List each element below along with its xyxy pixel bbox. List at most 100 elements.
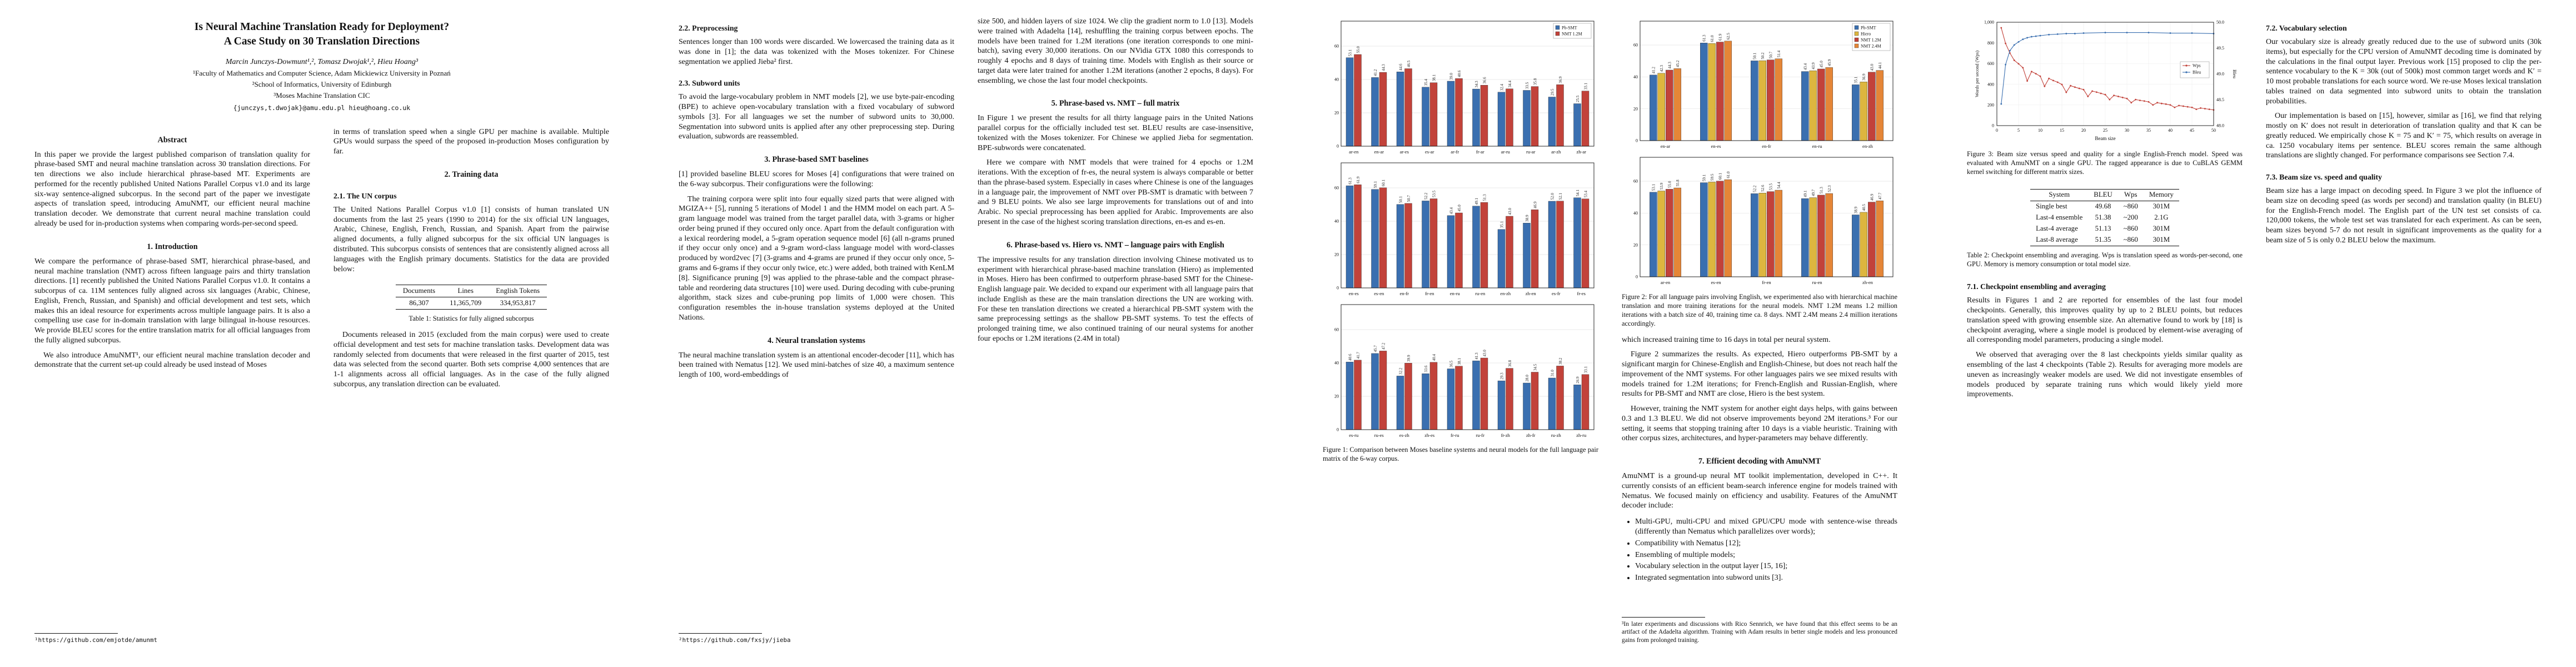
paper-title-line2: A Case Study on 30 Translation Direction… [223,36,420,48]
paragraph: The impressive results for any translati… [978,255,1253,343]
svg-text:29.3: 29.3 [1499,372,1504,380]
svg-text:45: 45 [2190,128,2194,133]
heading-preprocessing: 2.2. Preprocessing [679,24,738,32]
svg-text:41.2: 41.2 [1652,67,1656,74]
svg-text:45.0: 45.0 [1820,61,1824,68]
svg-text:zh-en: zh-en [1526,291,1537,296]
svg-text:800: 800 [1987,41,1994,46]
svg-text:38.9: 38.9 [1854,206,1858,213]
table-2-header: BLEU [2088,188,2118,201]
figure-2-caption: Figure 2: For all language pairs involvi… [1622,293,1897,327]
svg-text:0: 0 [1636,275,1638,280]
svg-text:49.7: 49.7 [1811,189,1816,196]
svg-text:1,000: 1,000 [1984,20,1994,25]
page4-column-right: 7.2. Vocabulary selection Our vocabulary… [2266,17,2542,645]
svg-text:53.4: 53.4 [1583,191,1588,198]
svg-text:Bleu: Bleu [2193,70,2201,75]
heading-pbsmt-baselines: 3. Phrase-based SMT baselines [764,155,869,165]
page3-column-left: 0 20 40 60 53.1 55.0 ar-en 41.2 44.3 en-ar 44.6 46.… [1323,17,1598,645]
svg-text:25: 25 [2103,128,2107,133]
paragraph: Here we compare with NMT models that wer… [978,158,1253,227]
svg-text:44.6: 44.6 [1398,63,1403,71]
svg-text:0: 0 [1992,123,1994,128]
svg-text:45.9: 45.9 [1827,59,1832,66]
svg-text:ar-en: ar-en [1349,149,1359,155]
svg-text:fr-en: fr-en [1425,291,1434,296]
svg-text:41.2: 41.2 [1373,69,1378,76]
svg-text:45.2: 45.2 [1676,60,1680,67]
svg-text:40: 40 [1633,74,1638,79]
svg-text:46.9: 46.9 [1870,193,1875,201]
svg-text:fr-ru: fr-ru [1451,432,1459,438]
svg-text:ru-fr: ru-fr [1476,432,1484,438]
list-item: Multi-GPU, multi-CPU and mixed GPU/CPU m… [1635,517,1897,537]
svg-text:52.6: 52.6 [1761,185,1765,192]
svg-text:35.1: 35.1 [1854,76,1858,83]
svg-text:53.5: 53.5 [1769,183,1773,190]
svg-text:en-fr: en-fr [1762,143,1771,149]
footnote-rule [679,633,762,634]
heading-vocabulary-selection: 7.2. Vocabulary selection [2266,24,2347,32]
paragraph: To avoid the large-vocabulary problem in… [679,93,954,141]
svg-text:fr-zh: fr-zh [1501,432,1511,438]
figure-2: 0 20 40 60 41.2 42.3 44.3 45.2 en-ar 61.3 61.0 61.9… [1622,17,1897,335]
table-2: System BLEU Wps Memory Single best 49.68… [2030,188,2179,246]
svg-text:33.6: 33.6 [1424,365,1428,372]
svg-text:30: 30 [2125,128,2129,133]
svg-text:60: 60 [1334,186,1339,191]
svg-text:61.9: 61.9 [1718,33,1723,41]
figure2-panel-a: 0 20 40 60 41.2 42.3 44.3 45.2 en-ar 61.3 61.0 61.9… [1623,17,1896,150]
svg-text:50.1: 50.1 [1398,196,1403,203]
svg-text:en-zh: en-zh [1500,291,1511,296]
table-2-cell: ~860 [2123,202,2138,211]
heading-pb-hiero-nmt: 6. Phrase-based vs. Hiero vs. NMT – lang… [1007,240,1224,250]
svg-text:40.6: 40.6 [1348,354,1352,361]
svg-text:49.1: 49.1 [1474,197,1479,205]
affiliation-1: ¹Faculty of Mathematics and Computer Sci… [193,68,451,77]
svg-text:29.5: 29.5 [1550,88,1554,96]
svg-text:41.7: 41.7 [1356,352,1361,359]
svg-text:ru-zh: ru-zh [1551,432,1562,438]
svg-text:50.2: 50.2 [1761,52,1765,59]
svg-text:38.2: 38.2 [1558,357,1563,365]
svg-text:0: 0 [1337,144,1339,149]
svg-text:en-zh: en-zh [1862,143,1874,149]
svg-text:400: 400 [1987,82,1994,87]
footnote-3-text: ³In later experiments and discussions wi… [1622,620,1897,644]
footnote-1-text: ¹https://github.com/emjotde/amunmt [34,636,158,644]
svg-text:32.4: 32.4 [1499,84,1504,91]
svg-text:47.2: 47.2 [1381,342,1386,350]
table-2-cell: ~860 [2123,225,2138,233]
paragraph: AmuNMT is a ground-up neural MT toolkit … [1622,472,1897,510]
svg-text:52.1: 52.1 [1558,192,1563,200]
svg-text:15: 15 [2060,128,2064,133]
svg-text:zh-ar: zh-ar [1577,149,1587,155]
figure-1-caption: Figure 1: Comparison between Moses basel… [1323,446,1598,462]
svg-text:es-ru: es-ru [1349,432,1359,438]
svg-text:26.9: 26.9 [1576,376,1580,384]
table-2-cell: Single best [2036,202,2067,211]
footnote-rule [1622,616,1705,618]
svg-text:0: 0 [1996,128,1998,133]
page-4: 0 5 10 15 20 25 30 35 40 45 50 0 200 400 600 800 1,000 48… [1932,0,2576,667]
svg-text:5: 5 [2017,128,2020,133]
svg-text:20: 20 [1633,106,1638,111]
svg-text:es-en: es-en [1374,291,1384,296]
svg-text:52.0: 52.0 [1550,193,1554,200]
bar-chart-svg: 0 20 40 60 53.1 55.0 ar-en 41.244.3 en-ar 44.6 46.… [1334,21,1595,155]
svg-text:43.4: 43.4 [1449,207,1453,215]
svg-text:49.5: 49.5 [2216,46,2224,51]
svg-text:50.1: 50.1 [1753,52,1757,59]
svg-text:52.3: 52.3 [1827,185,1832,192]
paragraph: The training corpora were split into fou… [679,195,954,322]
svg-text:43.9: 43.9 [1811,62,1816,69]
svg-text:55.0: 55.0 [1356,46,1361,53]
svg-text:en-ru: en-ru [1450,291,1461,296]
table-1-header: English Tokens [489,285,547,298]
svg-text:600: 600 [1987,61,1994,66]
figure1-panel-a: 0 20 40 60 53.1 55.0 ar-en 41.2 44.3 en-ar 44.6 46.… [1324,17,1597,156]
table-row: Last-8 average 51.35 ~860 301M [2030,234,2179,246]
svg-text:50.0: 50.0 [2216,20,2224,25]
table-2-cell: Last-8 average [2030,234,2089,246]
